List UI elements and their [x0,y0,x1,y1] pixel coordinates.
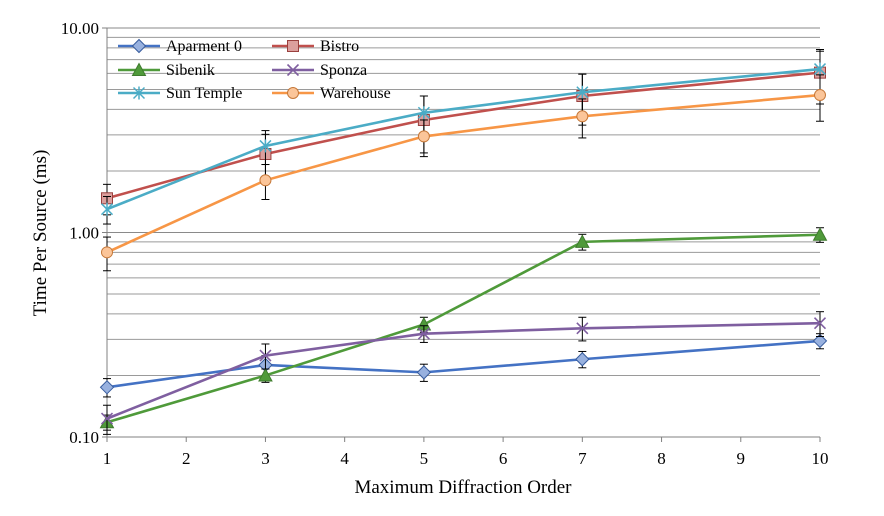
series-sun-temple [100,50,827,225]
data-point [575,352,590,367]
x-tick-label: 10 [812,449,829,468]
series-sibenik [99,227,828,431]
data-point [813,62,827,76]
x-tick-label: 7 [578,449,587,468]
y-axis-title: Time Per Source (ms) [30,150,51,317]
x-tick-label: 5 [420,449,429,468]
legend-item: Sibenik [118,62,215,79]
legend-label: Bistro [320,38,359,55]
data-point [99,380,115,395]
series-line [106,93,821,254]
legend-label: Sibenik [166,62,215,79]
y-tick-label: 0.10 [69,428,99,447]
data-point [259,174,272,187]
data-point [576,322,589,335]
x-tick-label: 2 [182,449,191,468]
y-tick-label: 10.00 [61,19,99,38]
legend-item: Bistro [272,38,359,55]
x-tick-label: 4 [340,449,349,468]
x-tick-label: 8 [657,449,666,468]
series-warehouse [101,74,826,272]
data-point [576,110,589,123]
data-point [417,106,430,120]
data-point [287,40,299,52]
legend-label: Sun Temple [166,85,242,102]
legend: Aparment 0 Bistro Sibenik Sponza Sun Temple W… [118,38,391,102]
series-line [106,233,821,424]
data-point [132,86,146,100]
legend-item: Sun Temple [118,85,242,102]
legend-item: Sponza [272,62,367,79]
series-sponza [100,311,827,435]
data-point [259,349,272,362]
data-point [417,130,430,143]
data-point [286,63,300,77]
data-point [131,62,147,76]
series-layer [99,48,828,435]
data-point [100,412,114,425]
error-bar [103,404,111,435]
legend-item: Warehouse [272,85,391,102]
y-tick-label: 1.00 [69,224,99,243]
data-point [416,365,432,380]
legend-label: Sponza [320,62,367,79]
x-tick-label: 1 [103,449,112,468]
x-tick-label: 3 [261,449,270,468]
data-point [100,202,114,216]
data-point [812,227,828,241]
data-point [287,87,299,99]
series-aparment-0 [99,333,828,398]
data-point [813,317,827,330]
axes: 0.10 1.00 10.00 1 2 3 4 5 6 7 8 9 10 [61,19,829,468]
data-point [101,246,113,259]
x-axis-title: Maximum Diffraction Order [354,477,572,498]
data-point [131,38,147,54]
data-point [576,85,589,99]
series-line [106,339,821,389]
x-tick-label: 9 [737,449,746,468]
legend-label: Aparment 0 [166,38,242,55]
data-point [574,234,590,248]
x-tick-label: 6 [499,449,508,468]
data-point [814,89,826,102]
legend-label: Warehouse [320,85,391,102]
data-point [258,367,273,382]
data-point [812,333,828,349]
legend-item: Aparment 0 [118,38,242,55]
data-point [259,139,272,153]
data-point [417,327,430,340]
